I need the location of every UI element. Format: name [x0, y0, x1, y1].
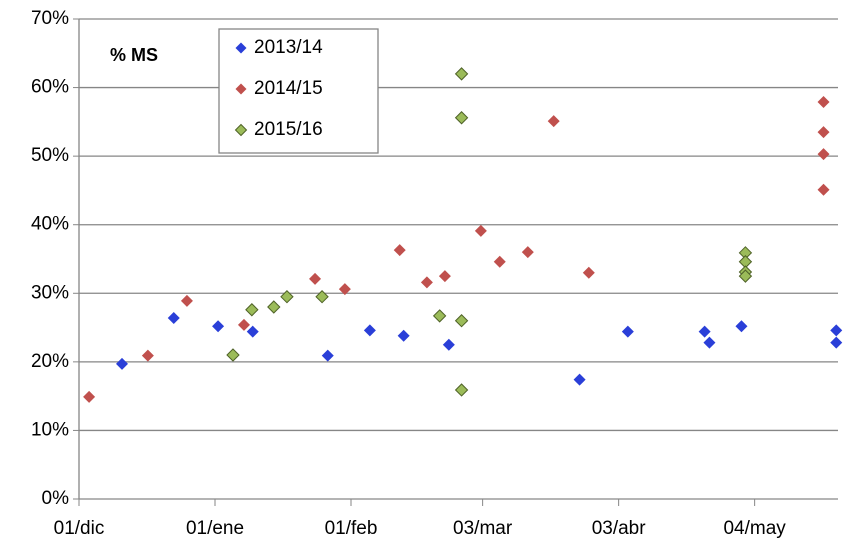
point	[393, 244, 406, 257]
y-tick-label: 70%	[31, 8, 69, 29]
point	[454, 383, 469, 397]
point	[454, 111, 469, 125]
point	[180, 294, 193, 307]
point	[573, 373, 586, 386]
point	[438, 270, 451, 283]
x-tick-label: 01/dic	[54, 518, 105, 539]
point	[141, 349, 154, 362]
legend-label: 2014/15	[254, 78, 323, 99]
point	[830, 324, 843, 337]
point	[621, 325, 634, 338]
point	[280, 290, 294, 304]
y-tick-label: 0%	[42, 488, 70, 509]
point	[420, 276, 433, 289]
x-tick-label: 04/may	[723, 518, 786, 539]
point	[817, 183, 830, 196]
point	[735, 320, 748, 333]
point	[521, 246, 534, 259]
point	[237, 318, 250, 331]
point	[493, 255, 506, 268]
legend-marker	[235, 42, 247, 54]
point	[582, 266, 595, 279]
point	[698, 325, 711, 338]
point	[454, 67, 469, 81]
annotation: % MS	[110, 45, 158, 65]
y-tick-label: 10%	[31, 419, 69, 440]
y-tick-label: 40%	[31, 214, 69, 235]
y-tick-label: 50%	[31, 145, 69, 166]
point	[363, 324, 376, 337]
point	[703, 336, 716, 349]
y-tick-label: 20%	[31, 351, 69, 372]
point	[432, 309, 447, 323]
point	[454, 314, 469, 328]
point	[309, 272, 322, 285]
x-tick-label: 03/abr	[592, 518, 647, 539]
point	[245, 303, 259, 317]
point	[817, 95, 830, 108]
point	[321, 349, 334, 362]
point	[738, 269, 753, 283]
legend-label: 2015/16	[254, 119, 323, 140]
point	[83, 390, 96, 403]
y-tick-label: 30%	[31, 282, 69, 303]
point	[212, 320, 225, 333]
point	[338, 283, 351, 296]
legend-label: 2013/14	[254, 37, 323, 58]
legend-marker	[235, 83, 247, 95]
y-tick-label: 60%	[31, 77, 69, 98]
point	[226, 348, 240, 362]
point	[397, 329, 410, 342]
point	[474, 224, 487, 237]
legend-marker	[234, 123, 248, 137]
x-tick-label: 01/feb	[325, 518, 378, 539]
point	[830, 336, 843, 349]
point	[167, 311, 180, 324]
point	[547, 115, 560, 128]
point	[442, 338, 455, 351]
legend-box	[218, 28, 379, 154]
point	[246, 325, 259, 338]
x-tick-label: 03/mar	[453, 518, 513, 539]
point	[315, 290, 329, 304]
point	[817, 126, 830, 139]
point	[115, 357, 128, 370]
point	[267, 300, 281, 314]
x-tick-label: 01/ene	[186, 518, 244, 539]
point	[817, 148, 830, 161]
